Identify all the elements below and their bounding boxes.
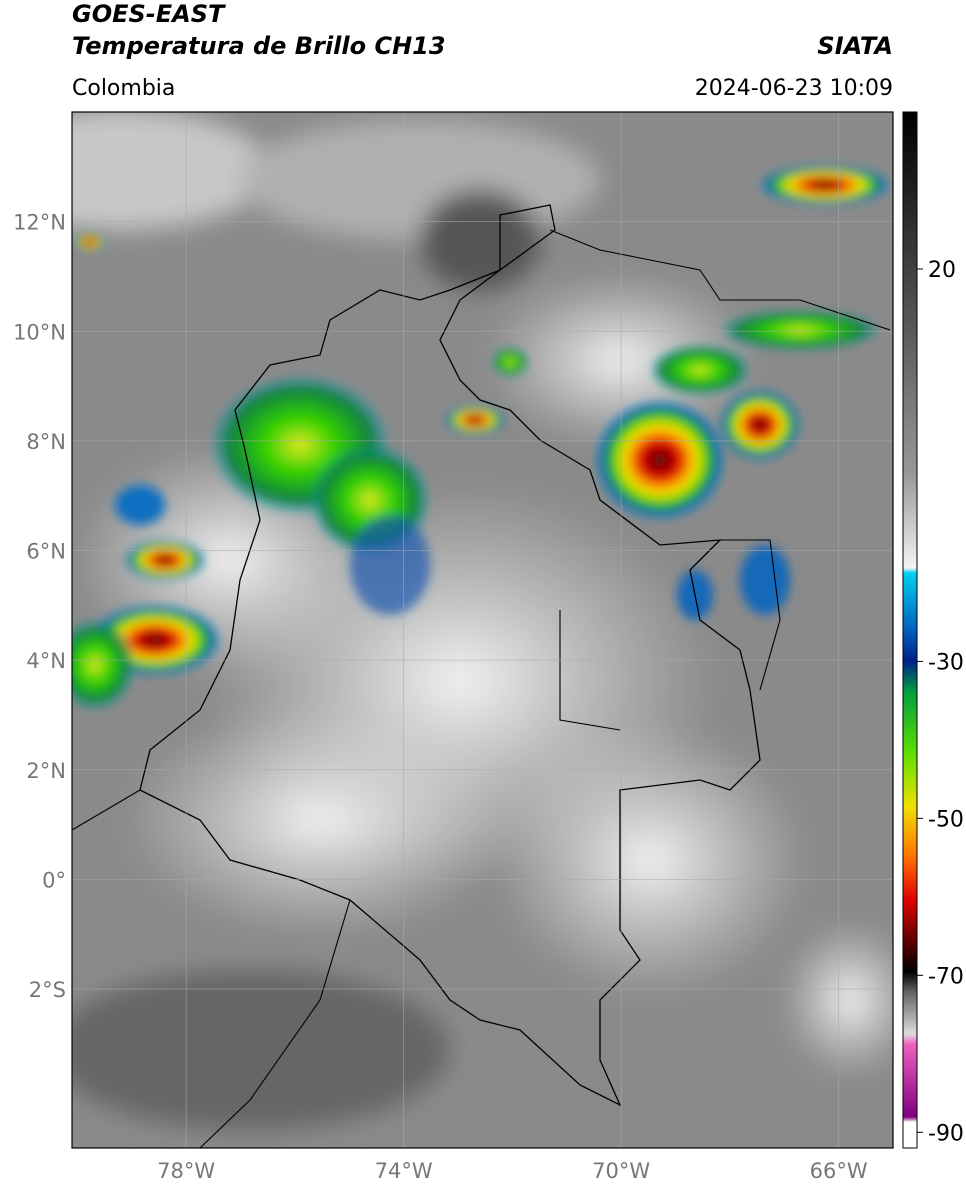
title: GOES-EAST — [72, 0, 226, 28]
lat-label: 2°N — [26, 759, 66, 783]
lat-label: 4°N — [26, 649, 66, 673]
colorbar-label: 20 — [928, 258, 956, 283]
colorbar-label: -30 — [928, 650, 964, 675]
satellite-image — [72, 112, 893, 1148]
datetime: 2024-06-23 10:09 — [695, 76, 893, 101]
lat-label: 10°N — [13, 320, 66, 344]
lat-label: 12°N — [13, 211, 66, 235]
colorbar-label: -90 — [928, 1121, 964, 1146]
country-border — [139, 204, 761, 1107]
lat-label: 8°N — [26, 430, 66, 454]
colorbar-label: -70 — [928, 964, 964, 989]
lat-label: 0° — [42, 868, 66, 892]
lat-label: 2°S — [29, 978, 66, 1002]
lat-label: 6°N — [26, 540, 66, 564]
lon-label: 66°W — [810, 1159, 868, 1183]
map-frame — [71, 111, 894, 1149]
lon-label: 78°W — [157, 1159, 215, 1183]
colorbar-label: -50 — [928, 807, 964, 832]
lon-label: 70°W — [592, 1159, 650, 1183]
lon-label: 74°W — [375, 1159, 433, 1183]
borders — [72, 229, 891, 1148]
subtitle: Temperatura de Brillo CH13 — [72, 32, 446, 60]
region: Colombia — [72, 76, 175, 101]
source: SIATA — [817, 32, 893, 60]
colorbar — [902, 111, 918, 1149]
